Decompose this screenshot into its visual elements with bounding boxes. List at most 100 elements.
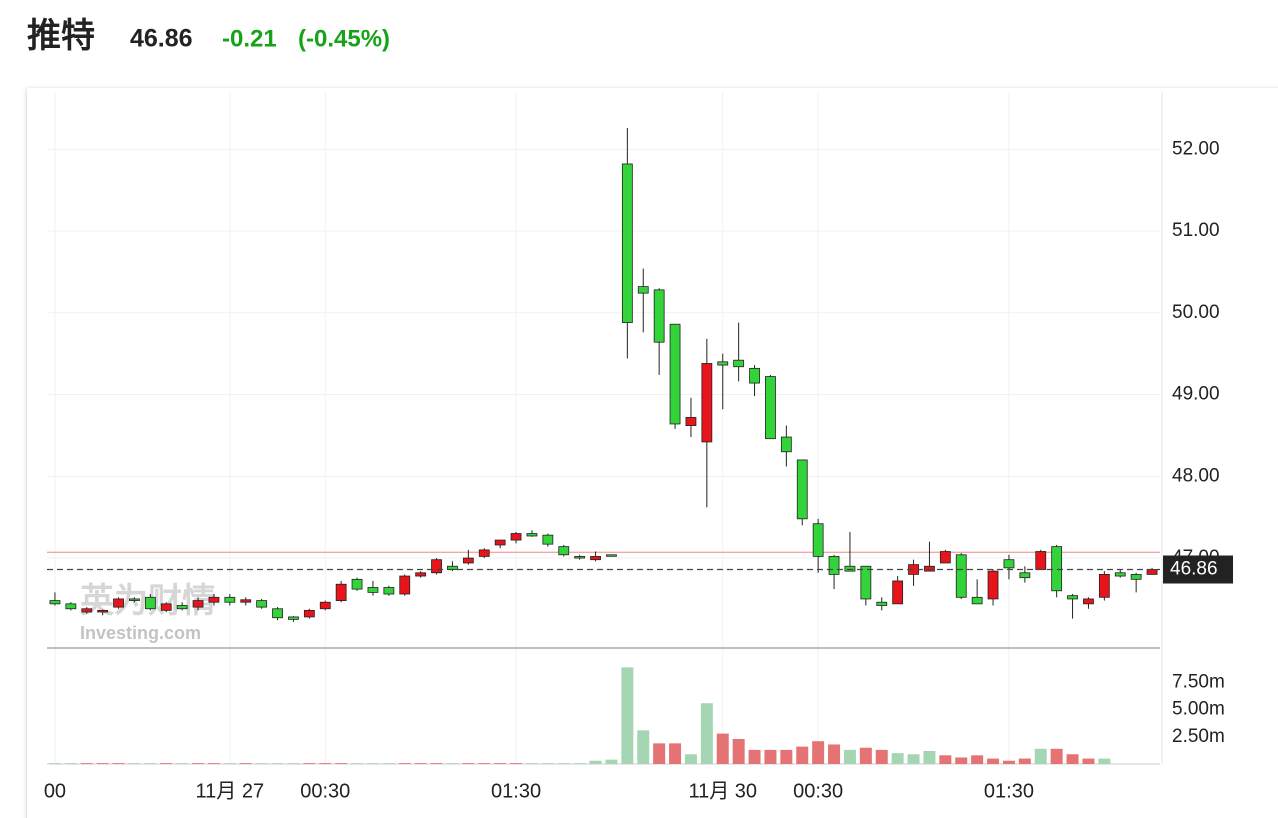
candle-body xyxy=(621,163,633,323)
chart-frame xyxy=(27,88,1278,818)
candle-body xyxy=(462,557,474,564)
volume-bar xyxy=(478,763,491,764)
candle-body xyxy=(701,363,713,443)
candle-body xyxy=(240,599,252,603)
candle-body xyxy=(590,556,601,561)
candle-body xyxy=(1098,574,1110,598)
volume-bar xyxy=(430,763,443,764)
volume-bar xyxy=(764,749,777,764)
volume-bar xyxy=(1050,748,1063,764)
volume-bar xyxy=(573,763,586,764)
candle-body xyxy=(256,600,268,608)
change-percent: (-0.45%) xyxy=(298,25,390,52)
volume-bar xyxy=(287,763,300,764)
y-tick-label: 49.00 xyxy=(1172,384,1220,405)
candle-body xyxy=(1051,546,1063,592)
x-tick-label: 01:30 xyxy=(491,780,541,802)
volume-bar xyxy=(589,760,602,764)
volume-bar xyxy=(112,763,125,764)
x-tick-label: 01:30 xyxy=(984,780,1034,802)
x-tick-label: 11月 30 xyxy=(688,780,757,802)
volume-bar xyxy=(462,763,475,764)
volume-bar xyxy=(510,763,523,764)
volume-bar xyxy=(144,763,157,764)
candle-body xyxy=(685,417,697,426)
candle-body xyxy=(1035,551,1047,570)
x-tick-label: 00:30 xyxy=(300,780,350,802)
volume-bar xyxy=(351,763,364,764)
candle-body xyxy=(192,600,204,608)
volume-bar xyxy=(541,763,554,764)
candle-body xyxy=(1130,574,1142,580)
volume-bar xyxy=(669,743,682,764)
volume-bar xyxy=(1082,758,1095,764)
x-tick-label: 11月 27 xyxy=(196,780,265,802)
y-tick-label: 51.00 xyxy=(1172,220,1220,241)
candle-body xyxy=(431,559,442,574)
x-tick-label: 00 xyxy=(44,780,66,802)
candle-body xyxy=(176,605,188,610)
candle-body xyxy=(224,596,236,603)
candle-body xyxy=(399,575,411,595)
volume-bar xyxy=(223,763,236,764)
candle-body xyxy=(65,603,77,610)
candle-body xyxy=(415,572,427,577)
candle-body xyxy=(1146,569,1158,575)
volume-bar xyxy=(1066,754,1079,764)
volume-bar xyxy=(398,763,411,764)
candle-body xyxy=(844,565,856,572)
volume-bar xyxy=(891,753,904,764)
candle-body xyxy=(733,359,745,368)
volume-bar xyxy=(96,763,109,764)
volume-bar xyxy=(160,763,173,764)
volume-bar xyxy=(128,763,141,764)
candle-body xyxy=(876,601,888,606)
candle-body xyxy=(542,534,554,545)
candle-body xyxy=(765,376,776,440)
volume-bar xyxy=(64,763,77,764)
change: -0.21 xyxy=(222,25,277,52)
volume-bar xyxy=(239,763,252,764)
volume-bar xyxy=(1018,758,1031,764)
volume-bar xyxy=(446,763,459,764)
candle-body xyxy=(606,554,617,557)
candle-body xyxy=(351,578,363,590)
volume-bar xyxy=(812,741,825,764)
last-price-label: 46.86 xyxy=(1170,559,1218,580)
volume-bar xyxy=(1034,748,1047,764)
volume-bar xyxy=(987,758,1000,764)
volume-bar xyxy=(525,763,538,764)
volume-bar xyxy=(557,763,570,764)
candle-body xyxy=(653,289,665,343)
volume-tick-label: 5.00m xyxy=(1172,699,1225,720)
volume-bar xyxy=(255,763,268,764)
candle-body xyxy=(637,286,649,294)
candle-body xyxy=(780,436,792,453)
x-tick-label: 00:30 xyxy=(793,780,843,802)
candle-body xyxy=(812,523,824,557)
volume-bar xyxy=(700,703,713,764)
volume-bar xyxy=(271,763,284,764)
volume-tick-label: 7.50m xyxy=(1172,672,1225,693)
y-tick-label: 52.00 xyxy=(1172,138,1220,159)
candle-body xyxy=(303,609,315,618)
volume-bar xyxy=(875,749,888,764)
volume-bar xyxy=(207,763,220,764)
candle-body xyxy=(208,596,220,603)
volume-bar xyxy=(684,754,697,764)
volume-bar xyxy=(192,763,205,764)
candle-body xyxy=(955,554,967,598)
candle-body xyxy=(1019,572,1031,579)
candle-body xyxy=(1083,598,1094,605)
candle-body xyxy=(319,601,331,610)
candle-body xyxy=(113,598,124,608)
candle-body xyxy=(987,570,999,600)
volume-tick-label: 2.50m xyxy=(1172,726,1225,747)
candle-body xyxy=(1067,595,1078,600)
volume-bar xyxy=(414,763,427,764)
volume-bar xyxy=(923,750,936,764)
candle-body xyxy=(49,600,61,605)
volume-bar xyxy=(621,667,634,764)
volume-bar xyxy=(176,763,189,764)
